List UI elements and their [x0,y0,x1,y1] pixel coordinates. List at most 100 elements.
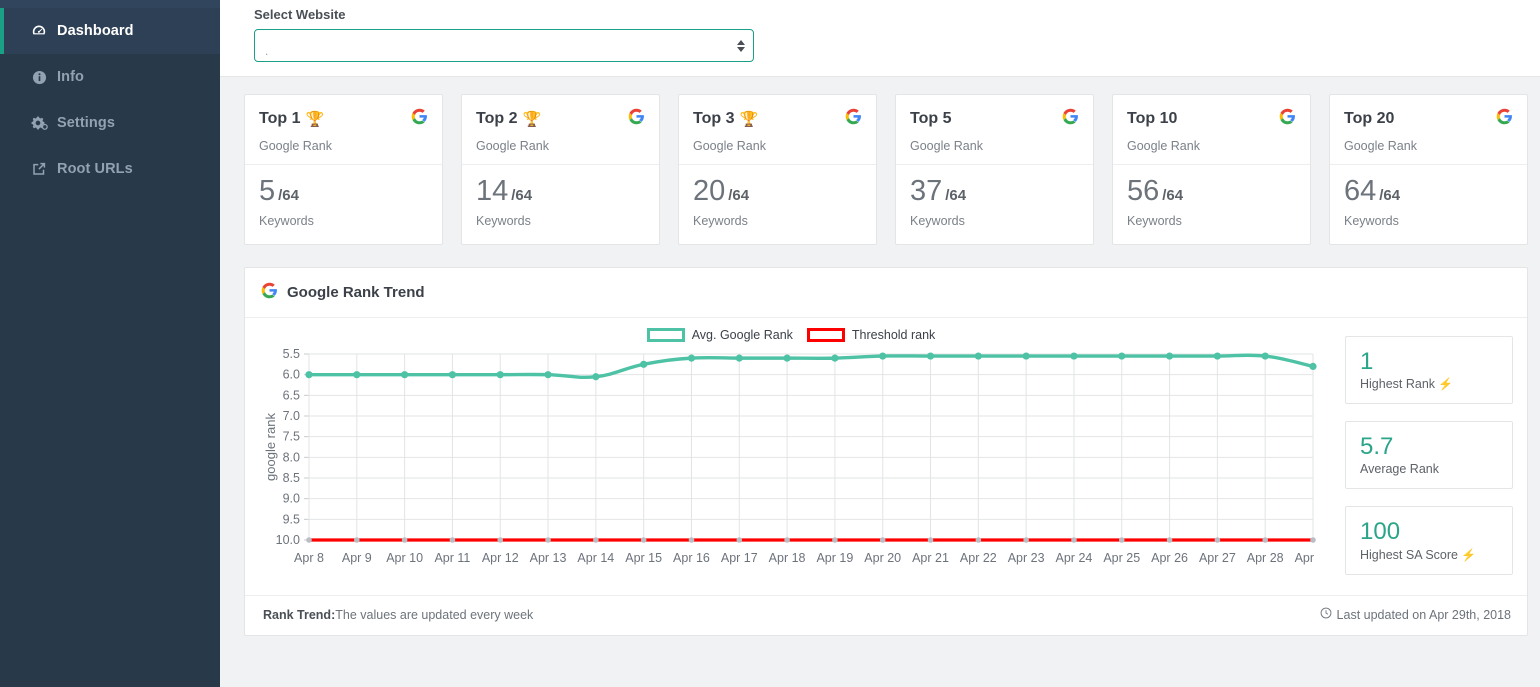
threshold-rank-point[interactable] [975,537,982,543]
avg-google-rank-point[interactable] [401,371,409,379]
avg-google-rank-point[interactable] [448,371,457,379]
threshold-rank-point[interactable] [497,537,504,543]
stat-card-header: Top 20 Google Rank [1330,95,1527,165]
stat-card[interactable]: Top 1 🏆 Google Rank 5/64 Keywords [244,94,443,245]
rank-trend-chart[interactable]: 5.5 6.0 6.5 7.0 7.5 8.0 8.5 9.0 9.5 10.0 Apr 8 Apr … [259,344,1331,584]
last-updated-text: Last updated on Apr 29th, 2018 [1336,607,1511,622]
stat-card-subtitle: Google Rank [1127,139,1200,153]
google-icon [1279,108,1296,130]
avg-google-rank-point[interactable] [496,371,504,379]
threshold-rank-point[interactable] [927,537,934,543]
stat-card-body: 14/64 Keywords [462,165,659,244]
clock-icon [1320,607,1332,622]
panel-body: Avg. Google Rank Threshold rank 5.5 6.0 6.… [245,318,1527,595]
threshold-rank-point[interactable] [832,537,838,543]
avg-google-rank-point[interactable] [640,360,648,368]
chart-stat-value: 1 [1360,348,1374,375]
avg-google-rank-point[interactable] [879,352,887,360]
x-axis-tick-label: Apr 26 [1151,551,1188,565]
stat-card-value: 37 [910,175,943,207]
threshold-rank-point[interactable] [640,537,647,543]
stat-card-unit: Keywords [259,214,314,228]
threshold-rank-point[interactable] [401,537,408,543]
rank-trend-note-label: Rank Trend: [263,607,336,622]
x-axis-tick-label: Apr 16 [673,551,710,565]
avg-google-rank-point[interactable] [687,354,696,362]
dashboard-icon [30,23,48,39]
avg-google-rank-point[interactable] [831,354,839,362]
google-icon [628,108,645,130]
x-axis-tick-label: Apr 28 [1247,551,1284,565]
sidebar-item-root-urls[interactable]: Root URLs [0,146,220,192]
select-website-value: . [265,44,269,58]
threshold-rank-point[interactable] [1118,537,1125,543]
x-axis-tick-label: Apr 20 [864,551,901,565]
avg-google-rank-point[interactable] [1118,352,1126,360]
avg-google-rank-point[interactable] [735,354,743,362]
info-icon [30,70,48,85]
select-website-input[interactable]: . [254,29,754,62]
legend-item-threshold-rank[interactable]: Threshold rank [806,328,935,342]
threshold-rank-point[interactable] [688,537,695,543]
stat-card[interactable]: Top 20 Google Rank 64/64 Keywords [1329,94,1528,245]
stat-card[interactable]: Top 3 🏆 Google Rank 20/64 Keywords [678,94,877,245]
google-icon [1062,108,1079,130]
x-axis-tick-label: Apr 9 [342,551,372,565]
avg-google-rank-point[interactable] [1309,362,1317,370]
threshold-rank-point[interactable] [306,537,312,543]
avg-google-rank-point[interactable] [544,371,552,379]
threshold-rank-point[interactable] [593,537,599,543]
stat-card[interactable]: Top 10 Google Rank 56/64 Keywords [1112,94,1311,245]
sidebar-item-settings[interactable]: Settings [0,100,220,146]
x-axis-tick-label: Apr 17 [721,551,758,565]
select-website-label: Select Website [254,7,346,22]
avg-google-rank-point[interactable] [783,354,791,362]
stat-card-body: 64/64 Keywords [1330,165,1527,244]
google-icon [261,282,278,303]
y-axis-tick-label: 6.5 [283,388,300,402]
legend-swatch-icon [646,328,685,342]
avg-google-rank-point[interactable] [926,352,935,360]
x-axis-tick-label: Apr 12 [482,551,519,565]
sidebar-nav: Dashboard Info Settings [0,8,220,192]
avg-google-rank-point[interactable] [974,352,982,360]
legend-item-avg-google-rank[interactable]: Avg. Google Rank [646,328,793,342]
stat-card[interactable]: Top 2 🏆 Google Rank 14/64 Keywords [461,94,660,245]
chart-stat-label: Highest SA Score [1360,547,1458,562]
stat-card[interactable]: Top 5 Google Rank 37/64 Keywords [895,94,1094,245]
avg-google-rank-point[interactable] [1213,352,1221,360]
avg-google-rank-point[interactable] [353,371,361,379]
threshold-rank-point[interactable] [736,537,743,543]
stat-card-title: Top 5 [910,110,952,127]
threshold-rank-point[interactable] [1262,537,1268,543]
google-icon [845,108,862,130]
stat-card-header: Top 1 🏆 Google Rank [245,95,442,165]
threshold-rank-point[interactable] [354,537,360,543]
threshold-rank-point[interactable] [545,537,551,543]
x-axis-tick-label: Apr 10 [386,551,423,565]
threshold-rank-point[interactable] [449,537,456,543]
avg-google-rank-point[interactable] [1261,352,1269,360]
sidebar-item-label: Root URLs [57,161,133,177]
threshold-rank-point[interactable] [1023,537,1029,543]
sidebar-item-info[interactable]: Info [0,54,220,100]
dashboard-content: Top 1 🏆 Google Rank 5/64 Keywords Top 2 🏆 Googl… [220,77,1540,636]
stat-card-subtitle: Google Rank [259,139,332,153]
y-axis-tick-label: 8.0 [283,450,300,464]
avg-google-rank-point[interactable] [1070,352,1078,360]
stat-card-denominator: /64 [278,187,299,204]
threshold-rank-point[interactable] [784,537,790,543]
threshold-rank-point[interactable] [1166,537,1173,543]
x-axis-tick-label: Apr 22 [960,551,997,565]
sidebar-item-dashboard[interactable]: Dashboard [0,8,220,54]
avg-google-rank-point[interactable] [1165,352,1174,360]
threshold-rank-point[interactable] [879,537,886,543]
stat-card-unit: Keywords [693,214,748,228]
threshold-rank-point[interactable] [1071,537,1077,543]
x-axis-tick-label: Apr 11 [434,551,470,565]
avg-google-rank-point[interactable] [305,371,313,379]
threshold-rank-point[interactable] [1310,537,1316,543]
threshold-rank-point[interactable] [1214,537,1221,543]
avg-google-rank-point[interactable] [1022,352,1030,360]
avg-google-rank-point[interactable] [592,373,600,381]
